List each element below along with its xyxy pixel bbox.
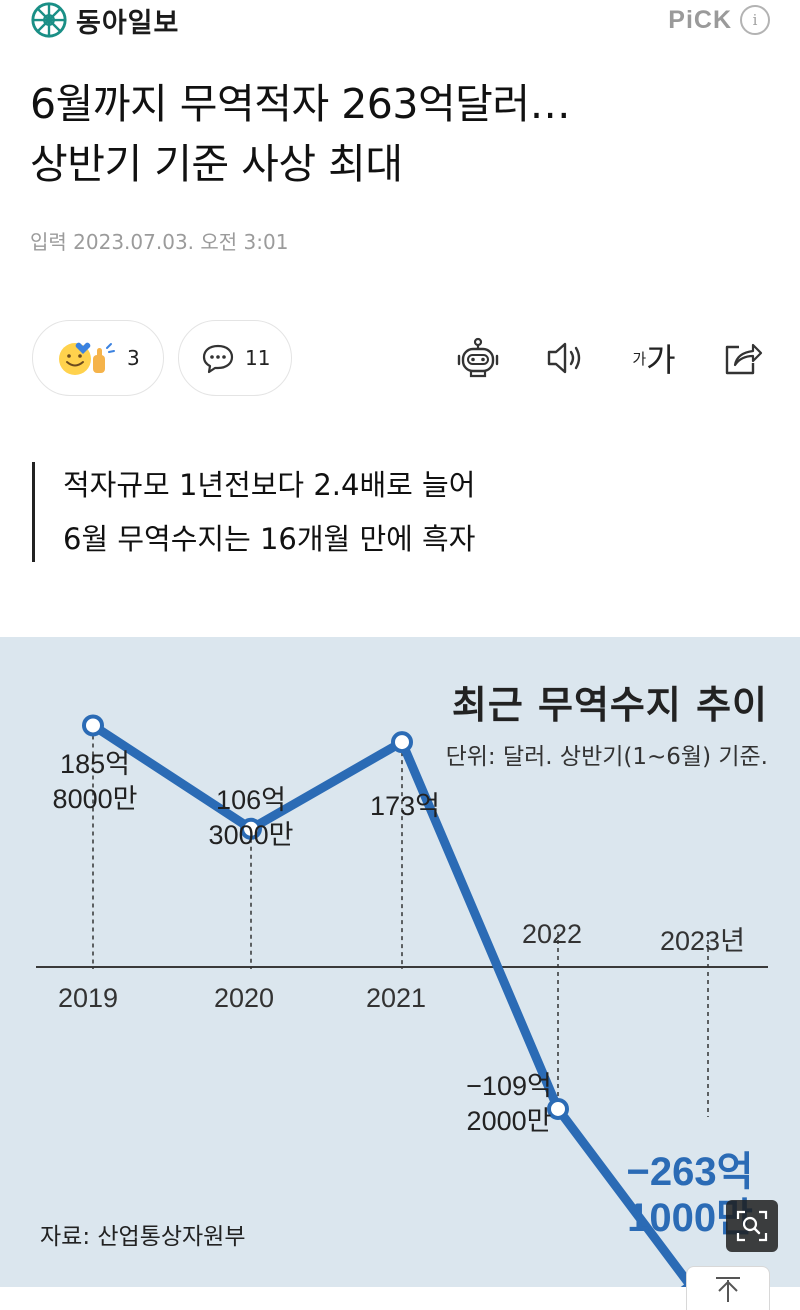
x-tick-label-2020: 2020 bbox=[214, 983, 275, 1013]
reaction-button[interactable]: 3 bbox=[32, 320, 164, 396]
data-label-line-0: −109억 bbox=[466, 1071, 552, 1101]
top-bar: 동아일보 PiCK i bbox=[0, 0, 800, 44]
data-label-line-0: 106억 bbox=[216, 785, 286, 815]
trade-balance-chart[interactable]: 최근 무역수지 추이 단위: 달러. 상반기(1~6월) 기준. 2019 202… bbox=[0, 637, 800, 1287]
publisher-name: 동아일보 bbox=[76, 7, 180, 39]
data-label-line-1: 3000만 bbox=[208, 820, 294, 850]
robot-summary-icon bbox=[457, 337, 499, 378]
info-icon[interactable]: i bbox=[740, 5, 770, 35]
share-icon bbox=[725, 343, 763, 375]
speaker-icon bbox=[547, 342, 581, 374]
title-line-1: 6월까지 무역적자 263억달러… bbox=[30, 80, 571, 128]
reaction-count: 3 bbox=[127, 346, 140, 370]
font-size-big-label: 가 bbox=[646, 341, 676, 379]
font-size-small-label: 가 bbox=[632, 349, 647, 368]
chart-source: 자료: 산업통상자원부 bbox=[40, 1224, 246, 1250]
donga-logo-icon bbox=[31, 2, 67, 38]
title-line-2: 상반기 기준 사상 최대 bbox=[30, 140, 403, 188]
data-label-line-1: 2000만 bbox=[466, 1106, 552, 1136]
data-label-line-0: −263억 bbox=[626, 1150, 754, 1194]
chart-canvas bbox=[36, 714, 768, 1287]
chart-title: 최근 무역수지 추이 bbox=[451, 683, 768, 727]
article-date: 입력 2023.07.03. 오전 3:01 bbox=[30, 230, 289, 254]
comment-icon bbox=[202, 344, 234, 374]
pick-label: PiCK bbox=[668, 5, 732, 34]
article-title: 6월까지 무역적자 263억달러… 상반기 기준 사상 최대 bbox=[30, 74, 770, 194]
x-tick-label-2021: 2021 bbox=[366, 983, 427, 1013]
data-label-2022: −109억 2000만 bbox=[444, 1069, 574, 1139]
text-to-speech-button[interactable] bbox=[541, 334, 589, 382]
data-label-2020: 106억 3000만 bbox=[196, 783, 306, 853]
chart-unit-note: 단위: 달러. 상반기(1~6월) 기준. bbox=[445, 744, 768, 770]
data-label-2019: 185억 8000만 bbox=[40, 747, 150, 817]
subheadline-block: 적자규모 1년전보다 2.4배로 늘어 6월 무역수지는 16개월 만에 흑자 bbox=[32, 462, 475, 562]
data-label-line-0: 185억 bbox=[60, 749, 130, 779]
comment-button[interactable]: 11 bbox=[178, 320, 292, 396]
comment-count: 11 bbox=[245, 346, 271, 370]
image-zoom-button[interactable] bbox=[726, 1200, 778, 1252]
data-point-1 bbox=[240, 817, 262, 840]
share-button[interactable] bbox=[718, 334, 766, 382]
zoom-search-icon bbox=[736, 1210, 768, 1242]
arrow-up-icon bbox=[716, 1276, 740, 1302]
scroll-to-top-button[interactable] bbox=[686, 1266, 770, 1310]
data-point-3 bbox=[547, 1097, 569, 1120]
data-point-0 bbox=[82, 714, 104, 737]
data-point-2 bbox=[391, 731, 413, 754]
reaction-emoji-icon bbox=[59, 342, 115, 375]
x-tick-label-2019: 2019 bbox=[58, 983, 119, 1013]
x-tick-label-2022: 2022 bbox=[522, 919, 583, 949]
subheadline-1: 적자규모 1년전보다 2.4배로 늘어 bbox=[63, 468, 476, 502]
data-label-line-0: 173억 bbox=[370, 791, 440, 821]
pick-badge[interactable]: PiCK i bbox=[668, 2, 770, 38]
subheadline-2: 6월 무역수지는 16개월 만에 흑자 bbox=[63, 522, 476, 556]
x-tick-label-2023년: 2023년 bbox=[660, 926, 745, 956]
robot-summary-button[interactable] bbox=[454, 334, 502, 382]
publisher-logo[interactable]: 동아일보 bbox=[30, 0, 179, 40]
data-label-2021: 173억 bbox=[350, 789, 460, 824]
data-label-line-1: 8000만 bbox=[52, 784, 138, 814]
